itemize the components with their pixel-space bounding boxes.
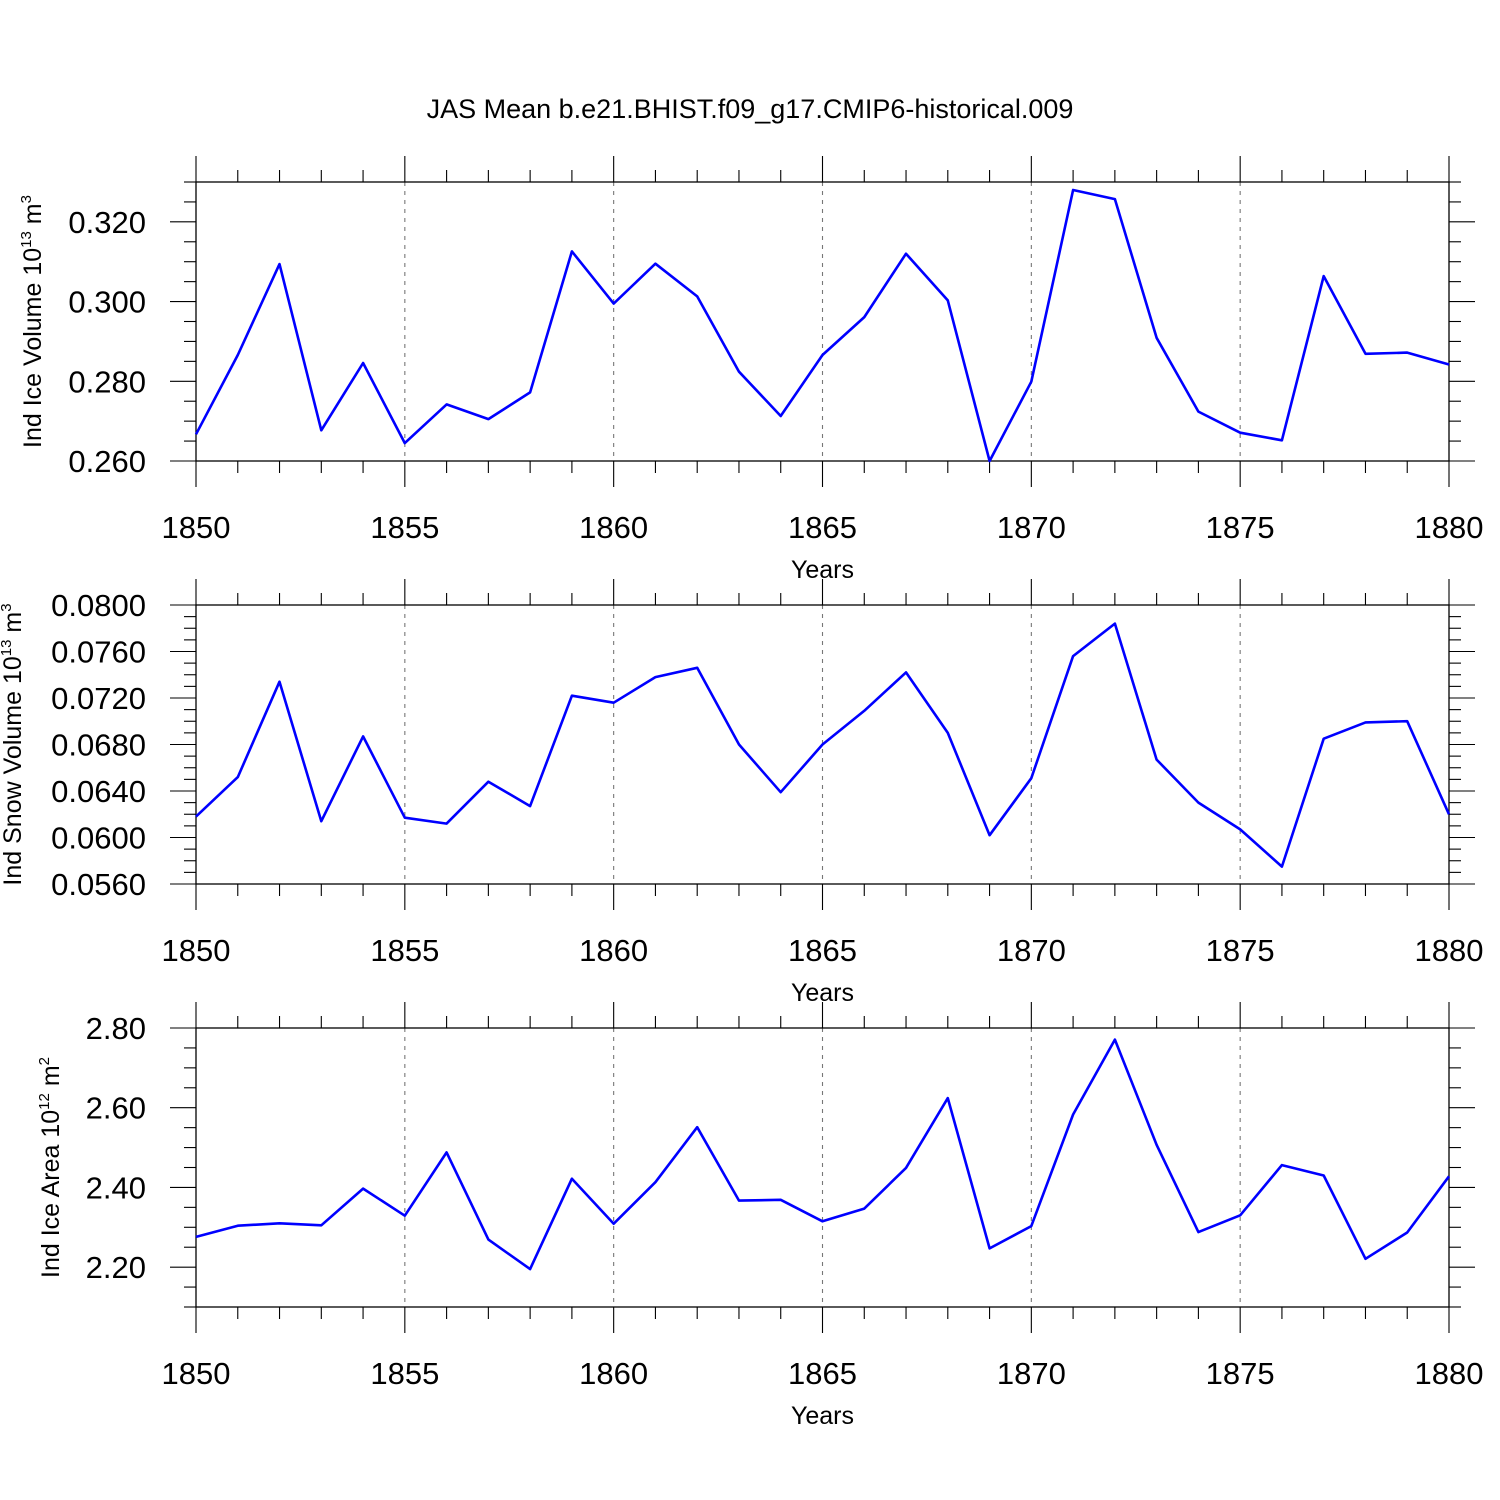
x-grid [404, 605, 1241, 884]
x-tick-label: 1865 [788, 1356, 857, 1391]
y-tick-label: 0.260 [68, 444, 146, 479]
y-tick-labels: 0.0560 0.0600 0.0640 0.0680 0.0720 0.0760 0.08… [51, 588, 146, 902]
y-tick-label: 0.280 [68, 364, 146, 399]
x-tick-label: 1870 [997, 510, 1066, 545]
x-tick-label: 1855 [370, 1356, 439, 1391]
y-tick-label: 0.0720 [51, 681, 146, 716]
x-tick-label: 1875 [1206, 1356, 1275, 1391]
axis-ticks [170, 156, 1475, 487]
y-tick-labels: 0.260 0.280 0.300 0.320 [68, 205, 146, 479]
y-tick-label: 0.0800 [51, 588, 146, 623]
y-tick-label: 0.0600 [51, 821, 146, 856]
series-line-snow-volume [195, 622, 1451, 868]
x-tick-label: 1850 [162, 1356, 231, 1391]
series-line-ice-area [195, 1038, 1451, 1271]
x-axis-label: Years [791, 1402, 854, 1430]
y-axis-label: Ind Ice Area 1012 m2 [36, 1057, 65, 1278]
y-tick-label: 2.20 [86, 1250, 146, 1285]
x-tick-label: 1875 [1206, 510, 1275, 545]
panel-snow-volume: 1850 1855 1860 1865 1870 1875 1880 0.0560 0.060… [0, 579, 1483, 1007]
x-tick-label: 1870 [997, 1356, 1066, 1391]
y-axis-label: Ind Snow Volume 1013 m3 [0, 603, 27, 885]
panel-ice-area: 1850 1855 1860 1865 1870 1875 1880 2.20 2.40 2.6… [36, 1002, 1483, 1430]
x-tick-label: 1850 [162, 933, 231, 968]
x-tick-labels: 1850 1855 1860 1865 1870 1875 1880 [162, 510, 1484, 545]
chart-title: JAS Mean b.e21.BHIST.f09_g17.CMIP6-histo… [427, 94, 1074, 124]
series-line-ice-volume [194, 188, 1450, 463]
y-tick-label: 0.0680 [51, 728, 146, 763]
axis-ticks [170, 1002, 1475, 1333]
y-tick-label: 2.60 [86, 1091, 146, 1126]
x-tick-label: 1860 [579, 1356, 648, 1391]
x-tick-label: 1860 [579, 510, 648, 545]
x-tick-label: 1880 [1415, 933, 1484, 968]
y-tick-label: 2.80 [86, 1011, 146, 1046]
y-tick-label: 0.0560 [51, 867, 146, 902]
x-tick-label: 1860 [579, 933, 648, 968]
x-tick-label: 1865 [788, 933, 857, 968]
y-tick-label: 0.0760 [51, 635, 146, 670]
x-grid [404, 1028, 1241, 1307]
x-tick-label: 1880 [1415, 1356, 1484, 1391]
y-tick-label: 2.40 [86, 1170, 146, 1205]
plot-frame [195, 1027, 1450, 1308]
x-tick-label: 1880 [1415, 510, 1484, 545]
plot-frame [195, 604, 1450, 885]
x-tick-label: 1850 [162, 510, 231, 545]
panel-ice-volume: 1850 1855 1860 1865 1870 1875 1880 0.2600.2800… [18, 156, 1483, 584]
x-tick-labels: 1850 1855 1860 1865 1870 1875 1880 [162, 1356, 1484, 1391]
y-axis-label: Ind Ice Volume 1013 m3 [18, 195, 47, 448]
y-tick-label: 0.0640 [51, 774, 146, 809]
x-tick-label: 1855 [370, 510, 439, 545]
x-tick-label: 1870 [997, 933, 1066, 968]
x-tick-label: 1875 [1206, 933, 1275, 968]
x-tick-label: 1855 [370, 933, 439, 968]
x-grid [404, 182, 1241, 461]
y-tick-label: 0.300 [68, 285, 146, 320]
plot-frame [195, 181, 1450, 462]
x-tick-label: 1865 [788, 510, 857, 545]
y-tick-label: 0.320 [68, 205, 146, 240]
x-tick-labels: 1850 1855 1860 1865 1870 1875 1880 [162, 933, 1484, 968]
y-tick-labels: 2.20 2.40 2.60 2.80 [86, 1011, 146, 1285]
axis-ticks [170, 579, 1475, 910]
